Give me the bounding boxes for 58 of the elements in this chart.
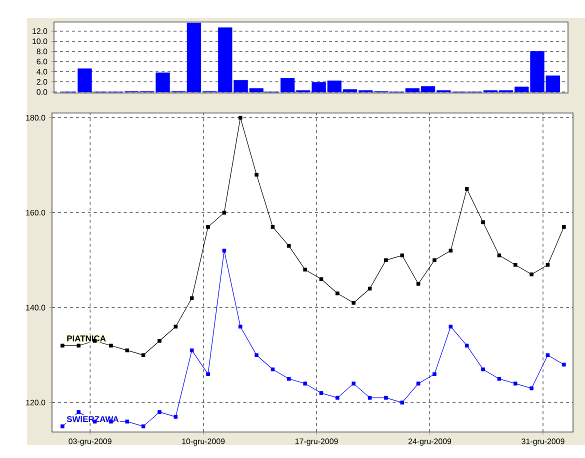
point xyxy=(497,376,502,381)
point xyxy=(481,367,485,372)
point xyxy=(158,410,162,414)
point xyxy=(238,324,242,329)
point xyxy=(562,362,566,366)
point xyxy=(270,225,275,229)
point xyxy=(206,225,210,229)
point xyxy=(352,382,356,386)
point xyxy=(270,367,275,372)
point xyxy=(546,263,550,267)
point xyxy=(416,382,420,386)
point xyxy=(222,248,226,253)
point xyxy=(497,254,502,258)
point xyxy=(238,116,242,120)
point xyxy=(174,324,178,329)
point xyxy=(125,420,130,424)
point xyxy=(319,277,324,282)
point xyxy=(303,382,307,386)
point xyxy=(464,344,469,348)
point xyxy=(109,344,113,348)
point xyxy=(287,244,291,248)
point xyxy=(76,410,81,414)
point xyxy=(125,348,130,352)
point xyxy=(287,376,291,381)
point xyxy=(464,187,469,191)
point xyxy=(432,258,436,262)
point xyxy=(60,344,64,348)
series-label: PIATNICA xyxy=(67,335,106,342)
point xyxy=(190,296,194,300)
point xyxy=(481,220,485,224)
point xyxy=(141,353,146,357)
point xyxy=(254,172,258,177)
point xyxy=(400,254,404,258)
point xyxy=(562,225,566,229)
point xyxy=(384,258,388,262)
point xyxy=(513,263,518,267)
point xyxy=(76,344,81,348)
point xyxy=(158,338,162,343)
point xyxy=(448,248,453,253)
point xyxy=(336,291,340,296)
point xyxy=(206,372,210,376)
point xyxy=(336,396,340,400)
point xyxy=(319,391,324,395)
point xyxy=(530,386,534,390)
point xyxy=(546,353,550,357)
point xyxy=(432,372,436,376)
point xyxy=(352,300,356,305)
point xyxy=(384,396,388,400)
point xyxy=(513,382,518,386)
point xyxy=(416,282,420,286)
point xyxy=(530,272,534,276)
point xyxy=(190,348,194,352)
point xyxy=(303,268,307,272)
point xyxy=(448,324,453,329)
point xyxy=(254,353,258,357)
point xyxy=(60,424,64,428)
point xyxy=(400,400,404,404)
point xyxy=(368,286,372,291)
